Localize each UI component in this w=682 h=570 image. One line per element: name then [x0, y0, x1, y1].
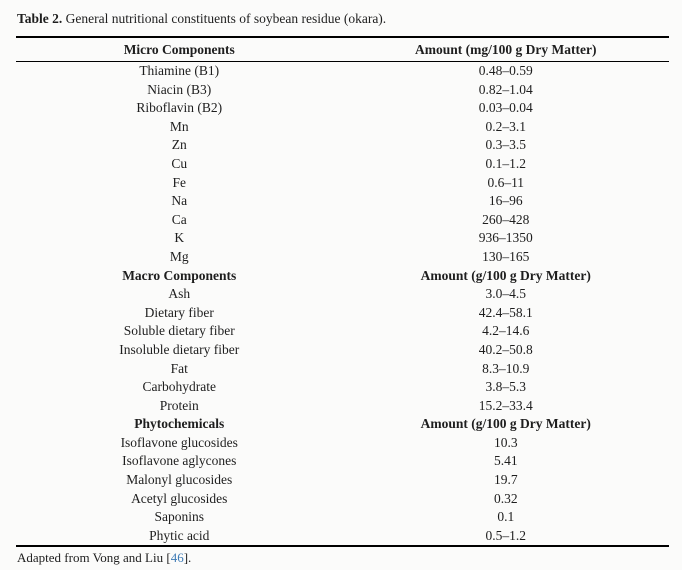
amount-cell: 16–96 [488, 193, 523, 209]
component-cell: Mn [169, 118, 189, 134]
table-header-row: Micro Components Amount (mg/100 g Dry Ma… [16, 38, 669, 62]
amount-cell: 42.4–58.1 [478, 304, 533, 320]
amount-cell: 936–1350 [478, 230, 533, 246]
table-row: Isoflavone glucosides 10.3 [16, 434, 669, 453]
component-cell: Riboflavin (B2) [136, 100, 223, 116]
table-row: Dietary fiber 42.4–58.1 [16, 304, 669, 323]
amount-cell: 0.48–0.59 [478, 63, 533, 78]
amount-cell: 3.0–4.5 [485, 286, 527, 302]
table-row: Niacin (B3) 0.82–1.04 [16, 81, 669, 100]
table-row: Zn 0.3–3.5 [16, 136, 669, 155]
footnote-text-before: Adapted from Vong and Liu [ [17, 550, 171, 566]
table-row: Mg 130–165 [16, 248, 669, 267]
table-caption-label: Table 2. [17, 11, 63, 26]
amount-cell: 3.8–5.3 [485, 379, 527, 395]
amount-cell: 40.2–50.8 [478, 341, 533, 357]
amount-cell: 8.3–10.9 [482, 360, 530, 376]
table-caption-text: General nutritional constituents of soyb… [65, 11, 387, 26]
table-row: Cu 0.1–1.2 [16, 155, 669, 174]
amount-cell: 10.3 [493, 434, 518, 450]
table-row: Soluble dietary fiber 4.2–14.6 [16, 322, 669, 341]
component-cell: Protein [159, 397, 199, 413]
header-cell-amount: Amount (mg/100 g Dry Matter) [415, 41, 597, 57]
table-row: Ca 260–428 [16, 211, 669, 230]
component-cell: Mg [169, 248, 189, 264]
table-row: Mn 0.2–3.1 [16, 118, 669, 137]
component-cell: Cu [171, 155, 188, 171]
component-cell: Malonyl glucosides [126, 472, 233, 488]
table-caption: Table 2. General nutritional constituent… [17, 11, 669, 27]
amount-cell: 0.5–1.2 [485, 527, 527, 543]
component-cell: Ash [168, 286, 191, 302]
table-body: Thiamine (B1) 0.48–0.59 Niacin (B3) 0.82–1.… [16, 62, 669, 545]
component-cell: Fat [170, 360, 188, 376]
nutrition-table: Micro Components Amount (mg/100 g Dry Ma… [16, 36, 669, 548]
table-row: Fat 8.3–10.9 [16, 360, 669, 379]
component-cell: Zn [171, 137, 187, 153]
citation-reference-link[interactable]: 46 [170, 550, 184, 566]
amount-cell: Amount (g/100 g Dry Matter) [420, 267, 591, 283]
amount-cell: 0.82–1.04 [478, 81, 533, 97]
table-row: Fe 0.6–11 [16, 174, 669, 193]
table-row: Malonyl glucosides 19.7 [16, 471, 669, 490]
amount-cell: 0.1–1.2 [485, 155, 527, 171]
amount-cell: 0.6–11 [487, 174, 525, 190]
amount-cell: 19.7 [493, 472, 518, 488]
table-row: Isoflavone aglycones 5.41 [16, 452, 669, 471]
amount-cell: 0.32 [493, 490, 518, 506]
component-cell: Phytochemicals [134, 416, 225, 432]
amount-cell: 4.2–14.6 [482, 323, 530, 339]
amount-cell: 0.2–3.1 [485, 118, 527, 134]
component-cell: Na [171, 193, 188, 209]
component-cell: Fe [172, 174, 187, 190]
table-row: Saponins 0.1 [16, 508, 669, 527]
component-cell: K [174, 230, 185, 246]
table-row: Insoluble dietary fiber 40.2–50.8 [16, 341, 669, 360]
component-cell: Insoluble dietary fiber [119, 341, 240, 357]
component-cell: Isoflavone aglycones [122, 453, 237, 469]
table-footnote: Adapted from Vong and Liu [46]. [17, 550, 669, 566]
table-row: K 936–1350 [16, 229, 669, 248]
component-cell: Macro Components [122, 267, 237, 283]
table-row: Phytic acid 0.5–1.2 [16, 527, 669, 546]
amount-cell: 0.03–0.04 [478, 100, 533, 116]
amount-cell: 15.2–33.4 [478, 397, 533, 413]
table-row: Acetyl glucosides 0.32 [16, 490, 669, 509]
component-cell: Phytic acid [149, 527, 210, 543]
table-row: Riboflavin (B2) 0.03–0.04 [16, 99, 669, 118]
table-row: Na 16–96 [16, 192, 669, 211]
amount-cell: 5.41 [493, 453, 518, 469]
component-cell: Ca [171, 211, 187, 227]
table-row: Ash 3.0–4.5 [16, 285, 669, 304]
table-row: Carbohydrate 3.8–5.3 [16, 378, 669, 397]
component-cell: Isoflavone glucosides [120, 434, 238, 450]
table-row: Thiamine (B1) 0.48–0.59 [16, 62, 669, 81]
amount-cell: 130–165 [482, 248, 530, 264]
component-cell: Acetyl glucosides [131, 490, 228, 506]
component-cell: Dietary fiber [144, 304, 214, 320]
amount-cell: 0.3–3.5 [485, 137, 527, 153]
component-cell: Saponins [154, 509, 204, 525]
header-cell-component: Micro Components [123, 41, 235, 57]
amount-cell: Amount (g/100 g Dry Matter) [420, 416, 591, 432]
component-cell: Carbohydrate [142, 379, 216, 395]
component-cell: Thiamine (B1) [139, 63, 220, 78]
component-cell: Soluble dietary fiber [123, 323, 235, 339]
amount-cell: 0.1 [497, 509, 515, 525]
section-header-row: Phytochemicals Amount (g/100 g Dry Matter… [16, 415, 669, 434]
component-cell: Niacin (B3) [147, 81, 212, 97]
amount-cell: 260–428 [482, 211, 530, 227]
table-row: Protein 15.2–33.4 [16, 397, 669, 416]
section-header-row: Macro Components Amount (g/100 g Dry Matt… [16, 267, 669, 286]
footnote-text-after: ]. [183, 550, 192, 566]
